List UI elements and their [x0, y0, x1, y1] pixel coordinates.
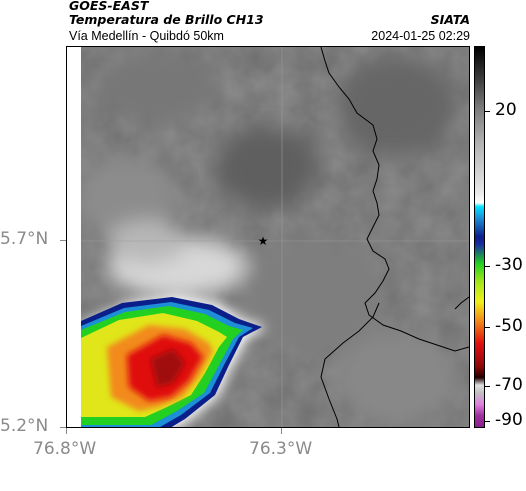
lon-label-76-8: 76.8°W: [33, 439, 97, 459]
lat-tick: [60, 427, 66, 428]
colorbar-tick: [485, 327, 490, 328]
product-title: Temperatura de Brillo CH13: [69, 12, 264, 27]
colorbar-tick: [485, 266, 490, 267]
storm-cell: [81, 295, 267, 427]
department-border-south: [320, 302, 380, 427]
colorbar-label-20: 20: [495, 100, 517, 120]
star-icon: ★: [258, 234, 269, 248]
temperature-colorbar: [474, 46, 485, 428]
satellite-map: ★: [66, 46, 470, 428]
lon-label-76-3: 76.3°W: [249, 439, 313, 459]
lon-tick: [66, 428, 67, 434]
department-border-east: [454, 296, 469, 310]
colorbar-label-minus30: -30: [495, 255, 523, 275]
colorbar-label-minus70: -70: [495, 375, 523, 395]
no-data-left: [67, 47, 81, 427]
datetime-label: 2024-01-25 02:29: [371, 29, 470, 43]
route-subtitle: Vía Medellín - Quibdó 50km: [69, 29, 224, 43]
colorbar-label-minus50: -50: [495, 316, 523, 336]
lat-label-5-7: 5.7°N: [0, 229, 49, 249]
colorbar-tick: [485, 386, 490, 387]
satellite-title: GOES-EAST: [69, 0, 149, 13]
colorbar-tick: [485, 111, 490, 112]
map-canvas: ★: [67, 47, 469, 427]
colorbar-label-minus90: -90: [495, 410, 523, 430]
department-border: [320, 47, 469, 352]
colorbar-tick: [485, 421, 490, 422]
lat-tick: [60, 240, 66, 241]
agency-label: SIATA: [430, 12, 470, 27]
lon-tick: [281, 428, 282, 434]
lat-label-5-2: 5.2°N: [0, 416, 49, 436]
